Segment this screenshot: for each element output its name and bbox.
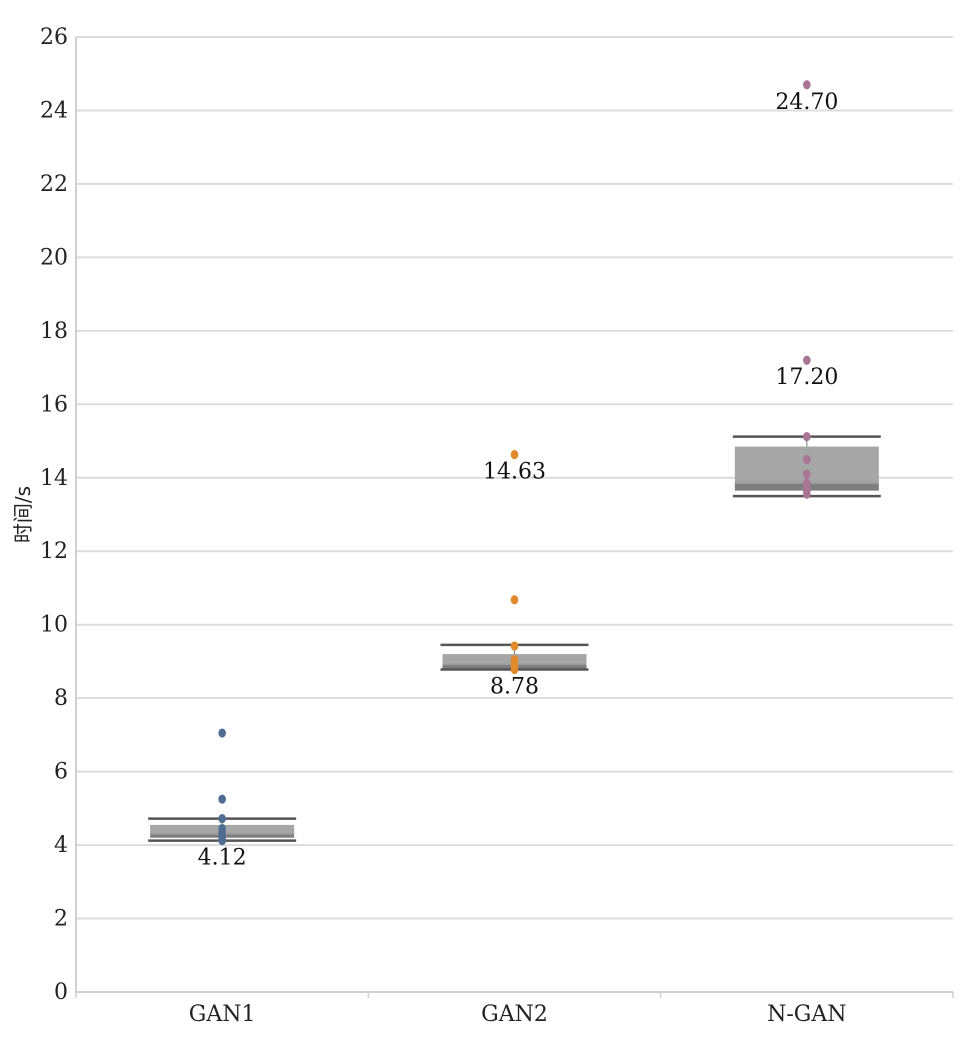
data-label: 4.12 — [198, 846, 247, 871]
data-point — [218, 823, 226, 834]
data-point — [218, 794, 226, 804]
x-category-label: GAN2 — [481, 1002, 548, 1027]
data-point — [803, 478, 811, 488]
data-label: 17.20 — [775, 365, 838, 390]
y-axis-title: 时间/s — [11, 486, 35, 543]
data-point — [803, 432, 811, 442]
y-tick-label: 12 — [40, 539, 68, 564]
y-tick-label: 26 — [40, 25, 68, 50]
x-category-label: N-GAN — [767, 1002, 846, 1027]
y-tick-label: 8 — [54, 686, 68, 711]
data-point — [803, 80, 811, 90]
data-point — [218, 728, 226, 738]
boxes — [148, 435, 881, 842]
data-point — [803, 469, 811, 479]
data-point — [510, 595, 519, 605]
y-tick-label: 2 — [54, 907, 68, 932]
y-tick-label: 24 — [40, 98, 68, 123]
y-tick-label: 6 — [54, 760, 68, 785]
y-tick-label: 4 — [54, 833, 68, 858]
data-point — [510, 450, 519, 460]
data-label: 24.70 — [775, 90, 838, 115]
data-point — [803, 454, 811, 465]
data-label: 8.78 — [490, 675, 539, 700]
y-tick-label: 10 — [40, 613, 68, 638]
data-point — [218, 814, 226, 824]
data-labels: 4.12 8.78 14.63 17.20 24.70 — [198, 90, 839, 871]
axes — [75, 37, 953, 993]
x-category-label: GAN1 — [189, 1002, 256, 1027]
y-tick-label: 0 — [54, 980, 68, 1005]
x-category-labels: GAN1 GAN2 N-GAN — [189, 1002, 847, 1027]
gridlines — [75, 36, 954, 998]
y-tick-label: 16 — [40, 392, 68, 417]
data-label: 14.63 — [483, 460, 546, 485]
y-tick-label: 20 — [40, 245, 68, 270]
y-tick-label: 18 — [40, 319, 68, 344]
data-point — [803, 355, 811, 365]
data-points — [218, 80, 811, 846]
y-tick-label: 22 — [40, 172, 68, 197]
y-tick-label: 14 — [40, 466, 68, 491]
data-point — [510, 641, 519, 651]
data-point — [510, 654, 519, 665]
